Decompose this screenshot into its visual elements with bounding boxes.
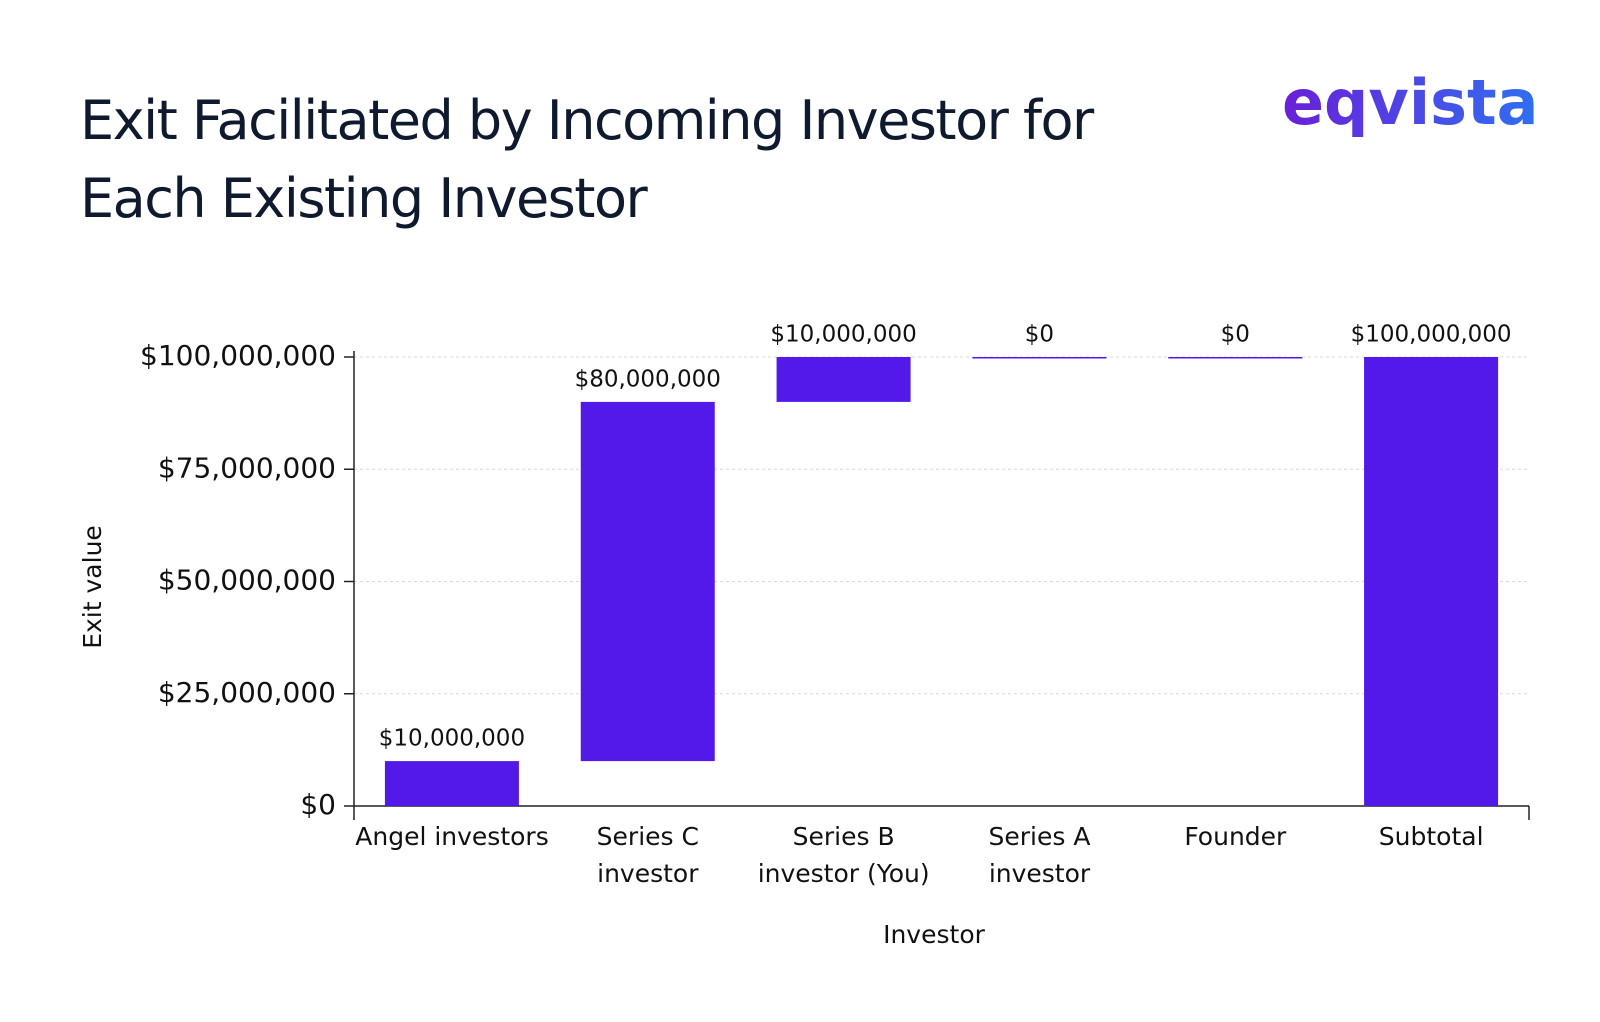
bar	[1364, 357, 1499, 806]
value-label: $0	[1221, 322, 1250, 348]
y-tick-label: $0	[300, 788, 336, 821]
value-label: $100,000,000	[1351, 322, 1512, 348]
y-axis-label: Exit value	[78, 525, 107, 649]
y-tick-label: $50,000,000	[158, 564, 336, 597]
bar	[1168, 357, 1303, 359]
y-tick-label: $75,000,000	[158, 451, 336, 484]
x-tick-label: Angel investors	[355, 822, 549, 851]
y-tick-label: $25,000,000	[158, 676, 336, 709]
x-tick-label: Series C investor	[596, 822, 699, 888]
y-tick-label: $100,000,000	[140, 339, 336, 372]
x-tick-label: Founder	[1184, 822, 1287, 851]
brand-logo: eqvista	[1282, 66, 1539, 139]
chart-title: Exit Facilitated by Incoming Investor fo…	[80, 89, 1094, 230]
bar	[580, 401, 715, 762]
bar	[776, 357, 911, 402]
bar	[972, 357, 1107, 359]
value-label: $10,000,000	[379, 726, 525, 752]
x-tick-label: Series A investor	[988, 822, 1091, 888]
x-tick-label: Series B investor (You)	[757, 822, 930, 888]
x-axis-label: Investor	[883, 920, 986, 949]
value-label: $10,000,000	[770, 322, 916, 348]
bar	[384, 761, 519, 806]
x-tick-label: Subtotal	[1378, 822, 1484, 851]
value-label: $0	[1025, 322, 1054, 348]
value-label: $80,000,000	[575, 366, 721, 392]
